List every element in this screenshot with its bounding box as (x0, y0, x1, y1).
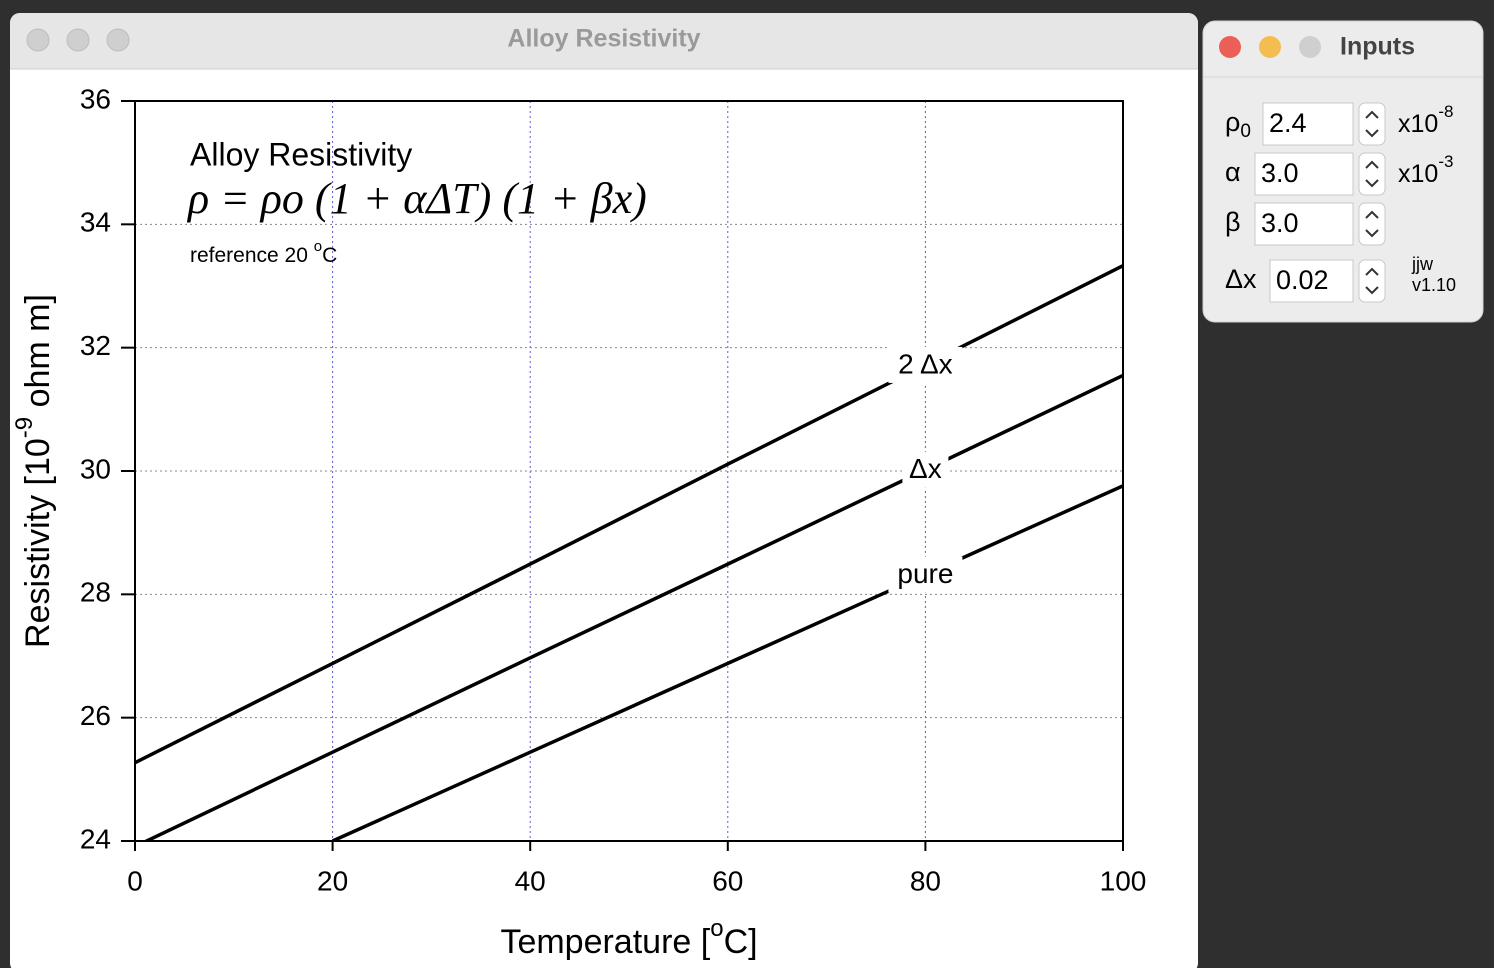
stepper-arrows (1365, 210, 1379, 238)
stepper[interactable] (1358, 152, 1386, 196)
y-tick-label: 26 (80, 700, 111, 731)
plot-frame (134, 100, 1124, 842)
window-title: Inputs (1340, 33, 1415, 61)
minimize-button[interactable] (66, 28, 90, 52)
stepper[interactable] (1358, 202, 1386, 246)
x-tick-label: 80 (910, 865, 941, 896)
version-note: jjw (1411, 254, 1434, 274)
inputs-form: ρ0 2.4 x10-8α 3.0 x10-3β 3.0Δx 0.02 (1225, 102, 1453, 303)
series-label: 2 Δx (898, 348, 953, 379)
series-label-bg (888, 556, 963, 593)
y-tick-label: 32 (80, 330, 111, 361)
stepper[interactable] (1358, 102, 1386, 146)
unit-sup: -3 (1438, 152, 1453, 171)
y-tick-label: 36 (80, 83, 111, 114)
field-label: Δx (1225, 264, 1257, 294)
text-field[interactable] (1254, 152, 1354, 196)
x-tick-label: 20 (317, 865, 348, 896)
title-bar (10, 13, 1198, 69)
stepper-arrows (1365, 160, 1379, 188)
x-tick-label: 60 (712, 865, 743, 896)
reference-note: reference 20 oC (190, 238, 337, 267)
label-text: C] (724, 923, 758, 961)
label-text: α (1225, 157, 1241, 187)
field-value: 0.02 (1276, 265, 1329, 295)
y-tick-label: 28 (80, 577, 111, 608)
field-label: β (1225, 207, 1241, 237)
close-button[interactable] (26, 28, 50, 52)
field-unit: x10-8 (1398, 102, 1453, 137)
unit-text: x10 (1398, 110, 1438, 138)
formula: ρ = ρo (1 + αΔT) (1 + βx) (186, 174, 647, 223)
label-sup: -9 (11, 417, 38, 438)
y-tick-label: 30 (80, 453, 111, 484)
series-label-bg (888, 346, 963, 383)
field-value: 2.4 (1269, 108, 1307, 138)
label-text: Resistivity [10 (19, 438, 57, 648)
field-value: 3.0 (1261, 208, 1299, 238)
stepper[interactable] (1358, 259, 1386, 303)
series-line (142, 373, 1123, 841)
label-sub: 0 (1240, 121, 1251, 142)
chart: 0 20 40 60 80 100 24 26 28 30 32 34 36 pure Δx 2 Δx (80, 83, 1147, 896)
label-text: ohm m] (19, 294, 57, 417)
label-text: β (1225, 207, 1241, 237)
unit-sup: -8 (1438, 102, 1453, 121)
reference-sup: o (314, 238, 322, 255)
minimize-button[interactable] (1259, 36, 1281, 58)
y-axis-label: Resistivity [10-9 ohm m] (11, 294, 57, 648)
version-note: v1.10 (1412, 275, 1456, 295)
series-line (331, 484, 1123, 841)
text-field[interactable] (1262, 102, 1354, 146)
stepper-arrows (1365, 267, 1379, 295)
reference-text: reference 20 (190, 244, 314, 267)
x-axis-label: Temperature [oC] (500, 915, 757, 961)
x-tick-label: 100 (1100, 865, 1147, 896)
zoom-button[interactable] (1299, 36, 1321, 58)
zoom-button[interactable] (106, 28, 130, 52)
unit-text: x10 (1398, 160, 1438, 188)
reference-text: C (322, 244, 337, 267)
series-label-bg (902, 451, 949, 488)
stepper-arrows (1365, 110, 1379, 138)
text-field[interactable] (1254, 202, 1354, 246)
x-tick-label: 40 (515, 865, 546, 896)
label-text: Δx (1225, 264, 1257, 294)
label-text: Temperature [ (500, 923, 710, 961)
series-label: Δx (909, 453, 942, 484)
x-tick-label: 0 (127, 865, 143, 896)
chart-title: Alloy Resistivity (190, 136, 412, 172)
field-unit: x10-3 (1398, 152, 1453, 187)
main-window (10, 13, 1198, 968)
label-text: ρ (1225, 107, 1240, 137)
field-label: ρ0 (1225, 107, 1251, 142)
y-tick-label: 34 (80, 207, 111, 238)
field-value: 3.0 (1261, 158, 1299, 188)
close-button[interactable] (1219, 36, 1241, 58)
y-tick-label: 24 (80, 823, 111, 854)
field-label: α (1225, 157, 1241, 187)
text-field[interactable] (1269, 259, 1354, 303)
series-label: pure (897, 558, 953, 589)
label-sup: o (710, 915, 723, 942)
window-title: Alloy Resistivity (507, 25, 700, 53)
